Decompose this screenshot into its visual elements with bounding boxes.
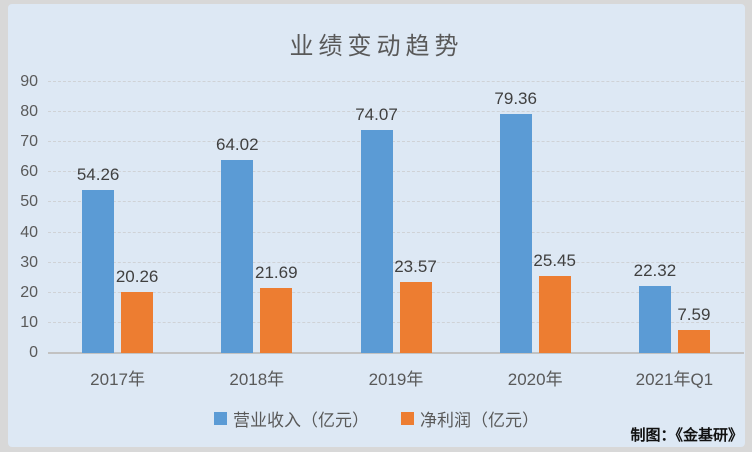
x-category-label-2018年: 2018年 xyxy=(229,370,285,389)
data-label-series1-2020年: 25.45 xyxy=(533,251,576,271)
data-label-series1-2021年Q1: 7.59 xyxy=(677,305,711,325)
gridline-80 xyxy=(48,111,744,113)
y-tick-label-90: 90 xyxy=(20,73,38,90)
data-label-series0-2018年: 64.02 xyxy=(216,135,259,155)
y-tick-label-10: 10 xyxy=(20,313,38,331)
legend-item-revenue: 营业收入（亿元） xyxy=(214,406,369,431)
bar-series0-2021年Q1 xyxy=(638,285,671,353)
gridline-90 xyxy=(48,81,744,82)
x-category-label-2020年: 2020年 xyxy=(507,370,563,389)
y-tick-label-50: 50 xyxy=(20,193,38,211)
gridline-50 xyxy=(48,201,744,203)
data-label-series1-2018年: 21.69 xyxy=(255,262,298,282)
x-category-label-2021年Q1: 2021年Q1 xyxy=(635,370,714,389)
bar-series1-2019年 xyxy=(399,282,432,353)
gridline-70 xyxy=(48,141,744,143)
credit-text: 制图：《金基研》 xyxy=(630,427,743,444)
gridline-20 xyxy=(48,291,744,293)
chart-title: 业绩变动趋势 xyxy=(289,33,464,60)
data-label-series0-2017年: 54.26 xyxy=(76,164,120,184)
gridline-40 xyxy=(48,231,744,233)
bar-series0-2017年 xyxy=(82,189,115,353)
y-tick-label-30: 30 xyxy=(20,253,38,271)
legend-item-profit: 净利润（亿元） xyxy=(401,406,539,431)
bar-series0-2019年 xyxy=(360,129,393,353)
profit-swatch-icon xyxy=(401,412,414,425)
plot-area: 0 10 20 30 40 50 60 70 80 90 54.26 20.26 2017年 64.02 2… xyxy=(20,74,744,389)
revenue-swatch-icon xyxy=(214,412,227,425)
bar-series0-2018年 xyxy=(221,160,254,353)
legend: 营业收入（亿元） 净利润（亿元） xyxy=(8,406,745,431)
data-label-series1-2017年: 20.26 xyxy=(115,267,159,286)
y-tick-label-80: 80 xyxy=(20,103,38,121)
bar-series0-2020年 xyxy=(499,114,532,353)
y-tick-label-20: 20 xyxy=(20,283,38,301)
x-category-label-2017年: 2017年 xyxy=(90,370,145,389)
legend-label-profit: 净利润（亿元） xyxy=(420,411,539,430)
bar-series1-2020年 xyxy=(538,276,571,353)
y-tick-label-70: 70 xyxy=(20,133,38,151)
data-label-series0-2019年: 74.07 xyxy=(355,104,398,124)
x-category-label-2019年: 2019年 xyxy=(368,370,424,389)
gridline-30 xyxy=(48,261,744,263)
legend-label-revenue: 营业收入（亿元） xyxy=(233,411,369,430)
gridline-10 xyxy=(48,321,744,323)
bar-series1-2017年 xyxy=(121,292,154,353)
bar-series1-2021年Q1 xyxy=(677,330,710,353)
gridline-60 xyxy=(48,171,744,173)
x-axis-line xyxy=(48,352,744,354)
data-label-series1-2019年: 23.57 xyxy=(394,257,437,277)
y-tick-label-60: 60 xyxy=(20,163,38,181)
bar-series1-2018年 xyxy=(260,287,293,353)
y-tick-label-40: 40 xyxy=(20,223,38,241)
chart-card: 业绩变动趋势 0 10 20 30 40 50 60 70 80 90 54.26 20.26 2017… xyxy=(8,4,745,447)
data-label-series0-2021年Q1: 22.32 xyxy=(633,260,677,280)
y-tick-label-0: 0 xyxy=(29,344,38,361)
data-label-series0-2020年: 79.36 xyxy=(494,89,537,109)
